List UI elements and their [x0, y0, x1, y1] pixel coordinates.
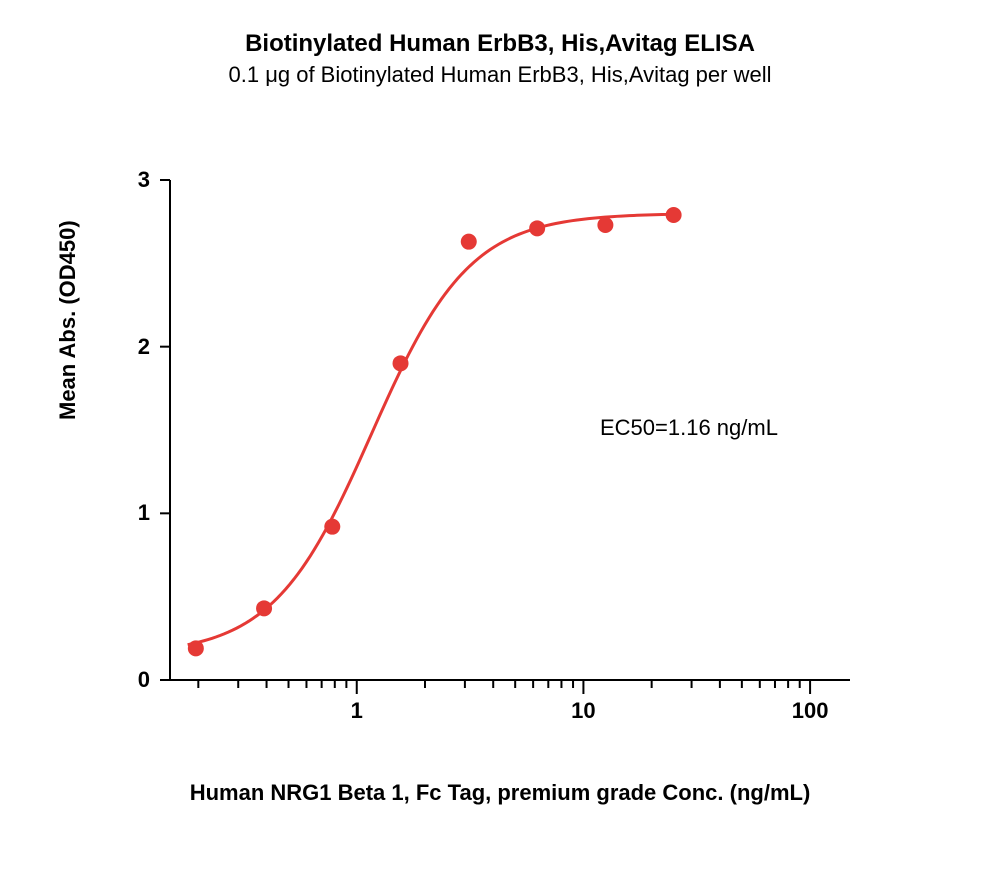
- data-point: [529, 220, 545, 236]
- x-tick-label: 100: [792, 698, 829, 724]
- y-tick-label: 3: [138, 167, 150, 193]
- plot-area: [170, 180, 850, 680]
- x-axis-label: Human NRG1 Beta 1, Fc Tag, premium grade…: [0, 780, 1000, 806]
- data-point: [393, 355, 409, 371]
- chart-svg: [158, 175, 850, 700]
- y-tick-label: 1: [138, 500, 150, 526]
- data-point: [461, 234, 477, 250]
- data-point: [324, 519, 340, 535]
- chart-subtitle: 0.1 μg of Biotinylated Human ErbB3, His,…: [0, 62, 1000, 88]
- chart-title: Biotinylated Human ErbB3, His,Avitag ELI…: [0, 30, 1000, 58]
- data-point: [597, 217, 613, 233]
- x-tick-label: 1: [351, 698, 363, 724]
- data-point: [256, 600, 272, 616]
- y-axis-label: Mean Abs. (OD450): [55, 220, 81, 420]
- y-tick-label: 0: [138, 667, 150, 693]
- data-point: [666, 207, 682, 223]
- y-tick-label: 2: [138, 334, 150, 360]
- x-tick-label: 10: [571, 698, 595, 724]
- data-point: [188, 640, 204, 656]
